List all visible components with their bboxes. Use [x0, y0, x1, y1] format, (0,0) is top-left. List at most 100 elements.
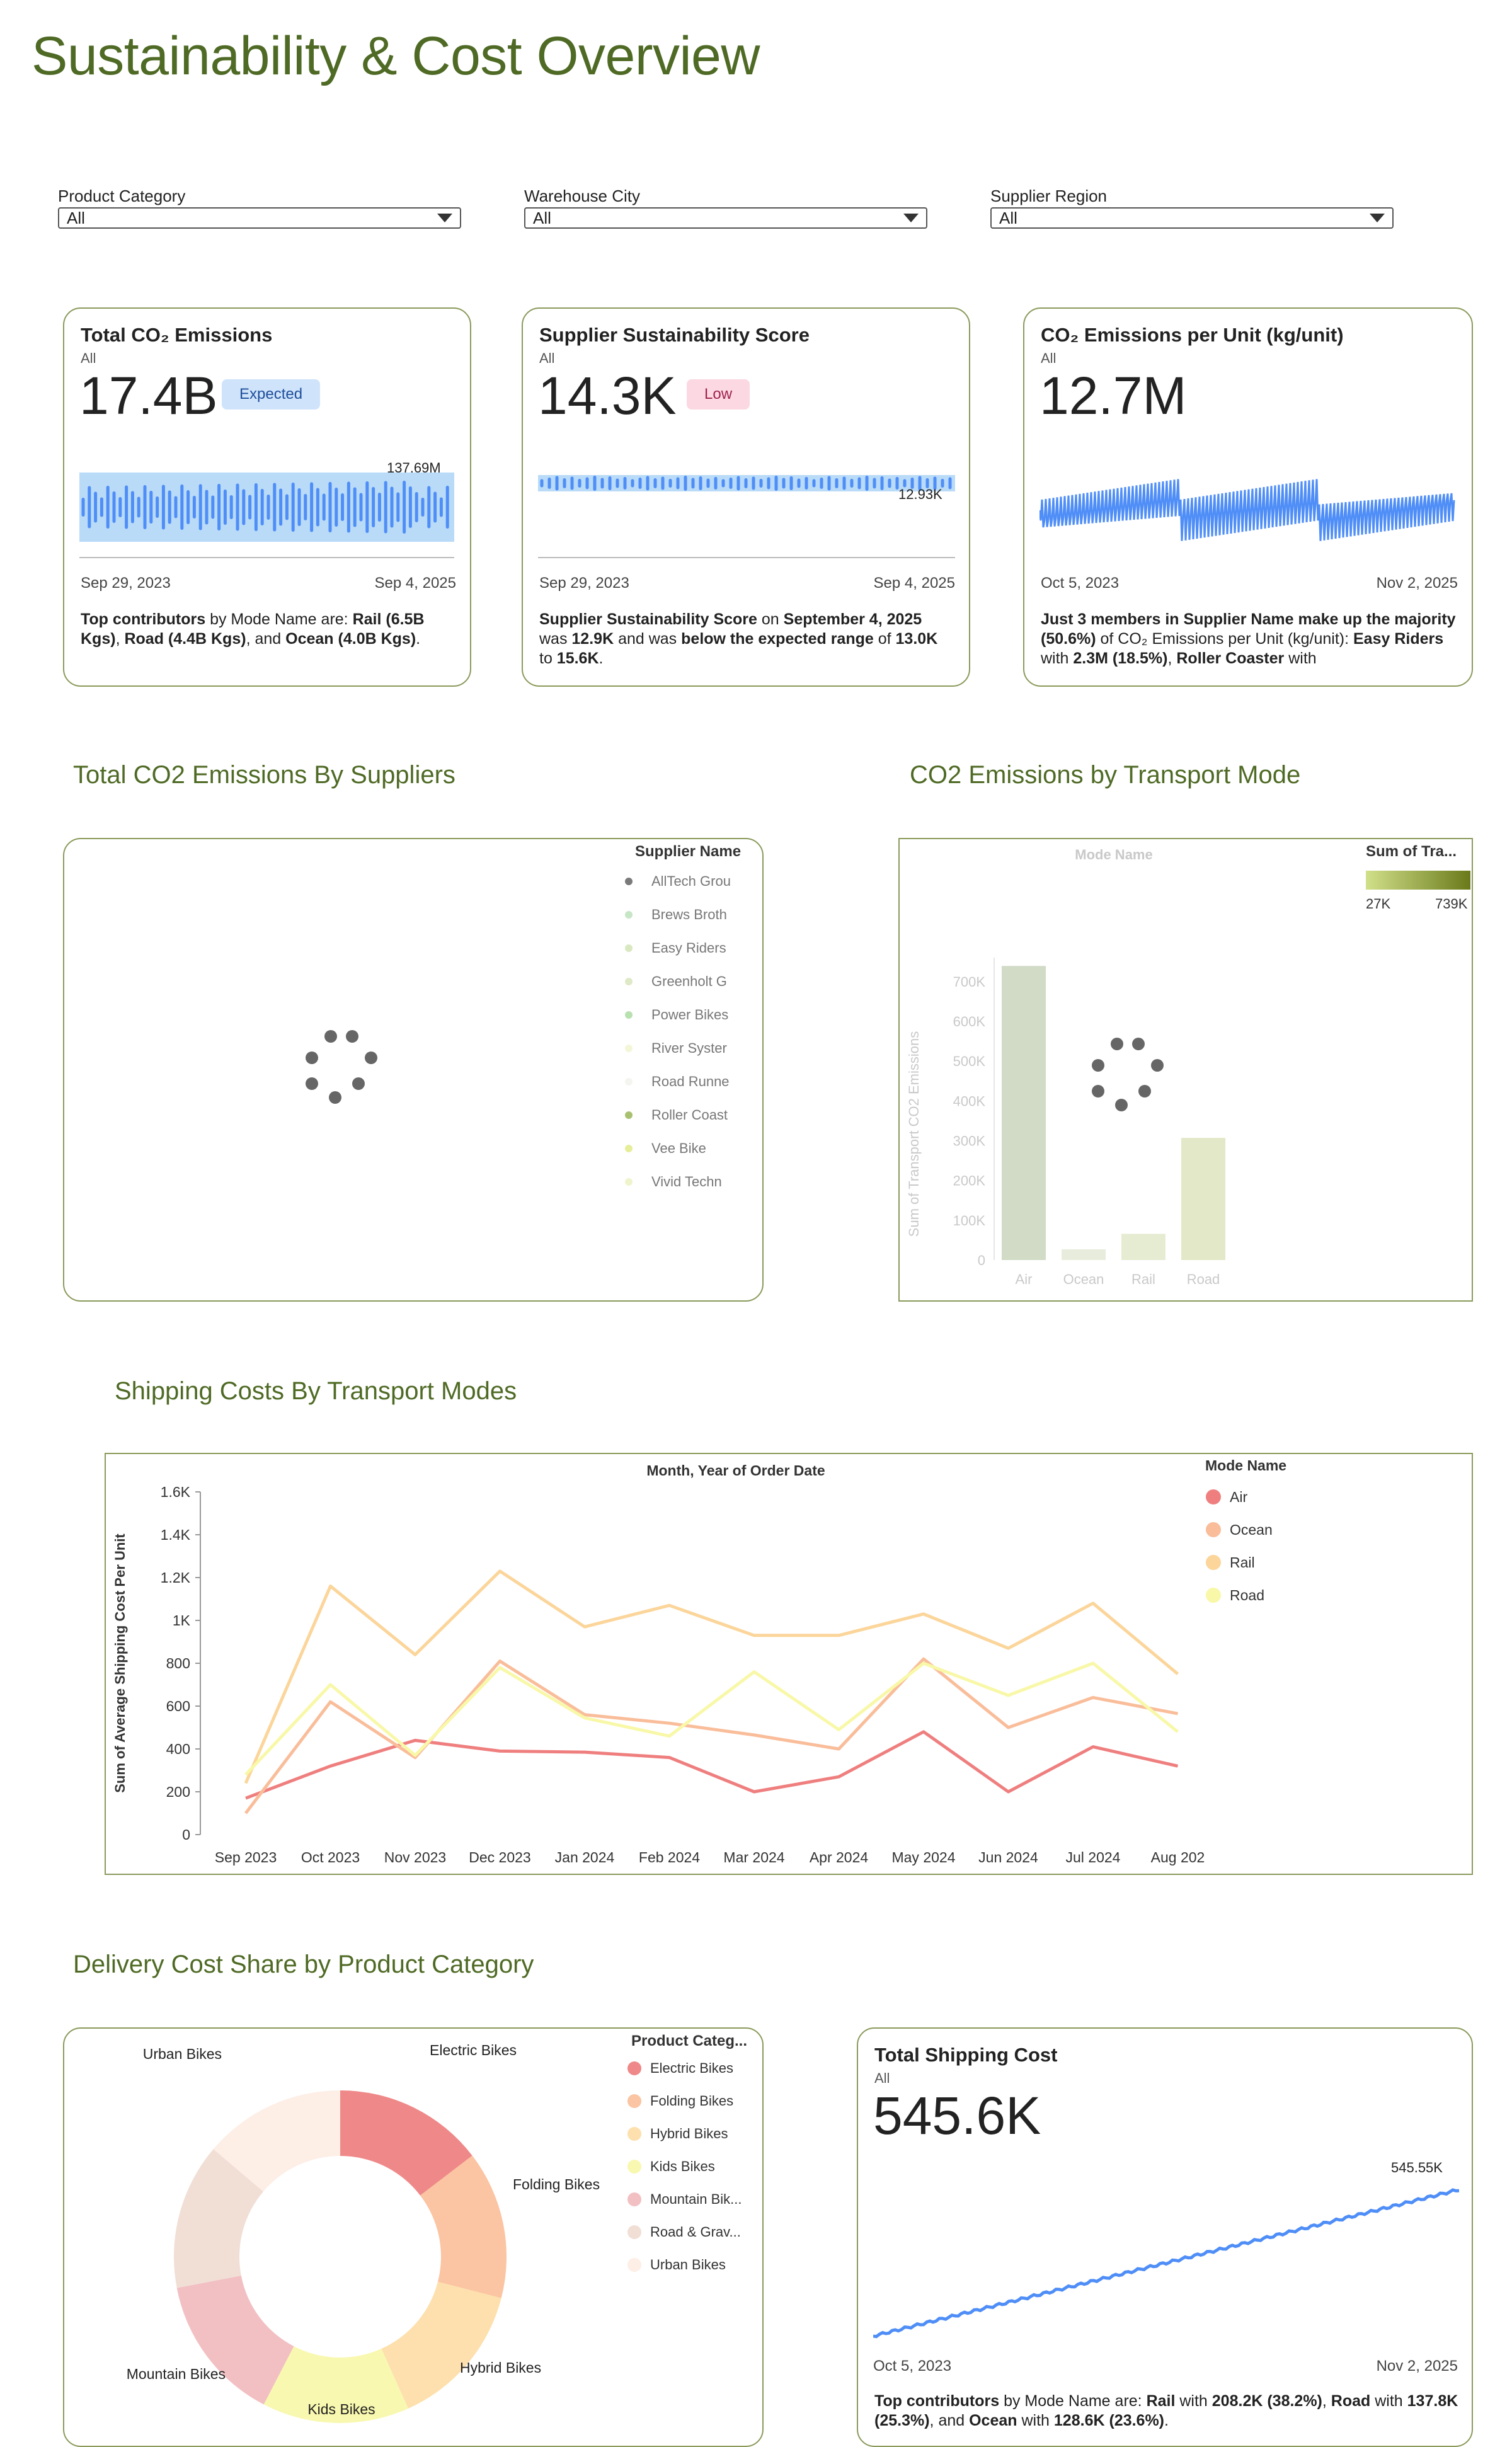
kpi-value: 12.7M	[1040, 366, 1187, 425]
legend-item[interactable]: Vivid Techn	[625, 1174, 722, 1190]
slice-3[interactable]	[263, 2346, 408, 2423]
color-legend-min: 27K	[1366, 896, 1391, 912]
kpi-card-co2-per-unit[interactable]: CO₂ Emissions per Unit (kg/unit) All 12.…	[1023, 307, 1473, 687]
series-line-rail[interactable]	[244, 1569, 1179, 1784]
bar-ocean[interactable]	[1062, 1249, 1106, 1260]
kpi-card-total-shipping[interactable]: Total Shipping Cost All 545.6K 545.55K O…	[857, 2027, 1473, 2447]
y-tick-label: 300K	[953, 1133, 986, 1149]
loading-spinner-icon	[306, 1030, 377, 1104]
bar-rail[interactable]	[1121, 1234, 1166, 1260]
score-sparkline[interactable]	[538, 454, 956, 567]
product-category-select[interactable]: All	[58, 207, 461, 229]
legend-swatch	[1206, 1522, 1221, 1537]
section-title-delivery: Delivery Cost Share by Product Category	[73, 1951, 534, 1978]
chevron-down-icon[interactable]	[437, 214, 452, 222]
filter-product-category[interactable]: Product Category All	[58, 186, 461, 229]
slice-5[interactable]	[174, 2149, 264, 2288]
legend-item[interactable]: Urban Bikes	[627, 2257, 726, 2273]
chart-title: Mode Name	[1075, 847, 1152, 862]
legend-item[interactable]: Kids Bikes	[627, 2158, 715, 2175]
slice-2[interactable]	[381, 2281, 501, 2409]
y-tick-label: 0	[978, 1252, 985, 1268]
legend-label: Kids Bikes	[650, 2158, 715, 2174]
page-title: Sustainability & Cost Overview	[32, 26, 760, 86]
legend-label: Road & Grav...	[650, 2224, 741, 2240]
y-tick-label: 0	[182, 1826, 190, 1843]
legend-item[interactable]: Easy Riders	[625, 940, 726, 956]
shipping-line-chart[interactable]: Month, Year of Order Date Sum of Average …	[106, 1454, 1472, 1874]
bar-air[interactable]	[1002, 966, 1046, 1260]
legend-label: AllTech Grou	[651, 873, 731, 889]
supplier-region-select[interactable]: All	[990, 207, 1394, 229]
legend-label: River Syster	[651, 1040, 727, 1056]
legend-item[interactable]: Vee Bike	[625, 1140, 706, 1157]
legend-item[interactable]: Electric Bikes	[627, 2060, 733, 2077]
legend-item[interactable]: Roller Coast	[625, 1107, 728, 1123]
series-line-road[interactable]	[244, 1661, 1179, 1776]
slice-label: Kids Bikes	[307, 2401, 375, 2417]
date-end: Sep 4, 2025	[873, 575, 955, 592]
chevron-down-icon[interactable]	[903, 214, 919, 222]
legend-item[interactable]: Road & Grav...	[627, 2224, 741, 2240]
y-tick-label: 400K	[953, 1093, 986, 1109]
x-tick-label: Mar 2024	[723, 1849, 784, 1865]
legend-item[interactable]: Mountain Bik...	[627, 2191, 742, 2208]
filter-supplier-region[interactable]: Supplier Region All	[990, 186, 1394, 229]
transport-bar-chart[interactable]: Mode Name Sum of Transport CO2 Emissions 0…	[900, 839, 1472, 1300]
slice-0[interactable]	[340, 2090, 472, 2196]
transport-chart-card[interactable]: Mode Name Sum of Transport CO2 Emissions 0…	[898, 838, 1473, 1302]
legend-swatch	[627, 2225, 641, 2239]
y-tick-label: 600	[166, 1698, 190, 1714]
legend-title: Mode Name	[1205, 1457, 1286, 1474]
legend-label[interactable]: Ocean	[1230, 1521, 1273, 1538]
series-line-ocean[interactable]	[244, 1657, 1178, 1814]
slice-1[interactable]	[420, 2155, 507, 2298]
legend-item[interactable]: Brews Broth	[625, 907, 727, 923]
bar-road[interactable]	[1181, 1138, 1225, 1260]
legend-item[interactable]: AllTech Grou	[625, 873, 731, 890]
per-unit-sparkline[interactable]	[1040, 454, 1459, 567]
legend-item[interactable]: Folding Bikes	[627, 2093, 733, 2109]
legend-item[interactable]: Road Runne	[625, 1074, 730, 1090]
delivery-donut-chart[interactable]: Electric Bikes Folding Bikes Hybrid Bikes K…	[64, 2029, 631, 2446]
suppliers-chart-card[interactable]: Supplier Name AllTech Grou Brews Broth Eas…	[63, 838, 764, 1302]
legend-item[interactable]: Hybrid Bikes	[627, 2126, 728, 2142]
legend-label[interactable]: Air	[1230, 1489, 1247, 1505]
date-start: Sep 29, 2023	[81, 575, 171, 592]
chevron-down-icon[interactable]	[1370, 214, 1385, 222]
color-legend-gradient	[1366, 871, 1470, 890]
y-tick-label: 100K	[953, 1213, 986, 1229]
legend-item[interactable]: Power Bikes	[625, 1007, 728, 1023]
kpi-card-total-co2[interactable]: Total CO₂ Emissions All 17.4B Expected 1…	[63, 307, 471, 687]
slice-4[interactable]	[176, 2275, 294, 2405]
slice-label: Hybrid Bikes	[460, 2359, 541, 2376]
warehouse-city-select[interactable]: All	[524, 207, 927, 229]
legend-label[interactable]: Rail	[1230, 1554, 1255, 1571]
kpi-subtitle: All	[874, 2070, 890, 2086]
filter-label: Supplier Region	[990, 186, 1108, 205]
legend-label[interactable]: Road	[1230, 1587, 1264, 1603]
legend-swatch	[627, 2061, 641, 2075]
slice-label: Urban Bikes	[143, 2046, 222, 2062]
supplier-legend-title: Supplier Name	[635, 843, 742, 860]
legend-item[interactable]: River Syster	[625, 1040, 727, 1057]
kpi-card-sustainability-score[interactable]: Supplier Sustainability Score All 14.3K …	[522, 307, 970, 687]
series-line-air[interactable]	[245, 1730, 1179, 1800]
delivery-chart-card[interactable]: Electric Bikes Folding Bikes Hybrid Bikes K…	[63, 2027, 764, 2447]
x-tick-label: May 2024	[891, 1849, 955, 1865]
legend-label: Vee Bike	[651, 1140, 706, 1156]
slice-6[interactable]	[213, 2090, 340, 2192]
kpi-title: Supplier Sustainability Score	[539, 324, 810, 346]
supplier-legend: AllTech Grou Brews Broth Easy Riders Greenh…	[625, 873, 762, 1300]
legend-label: Brews Broth	[651, 907, 727, 922]
legend-item[interactable]: Greenholt G	[625, 973, 727, 990]
legend-swatch	[625, 878, 633, 885]
filter-warehouse-city[interactable]: Warehouse City All	[524, 186, 927, 229]
shipping-cumulative-line[interactable]	[873, 2174, 1459, 2344]
co2-sparkline[interactable]	[79, 454, 457, 567]
slice-label: Mountain Bikes	[127, 2366, 226, 2382]
x-tick-label: Rail	[1131, 1271, 1155, 1287]
legend-swatch	[627, 2094, 641, 2108]
shipping-chart-card[interactable]: Month, Year of Order Date Sum of Average …	[105, 1453, 1473, 1875]
date-start: Oct 5, 2023	[1041, 575, 1120, 592]
